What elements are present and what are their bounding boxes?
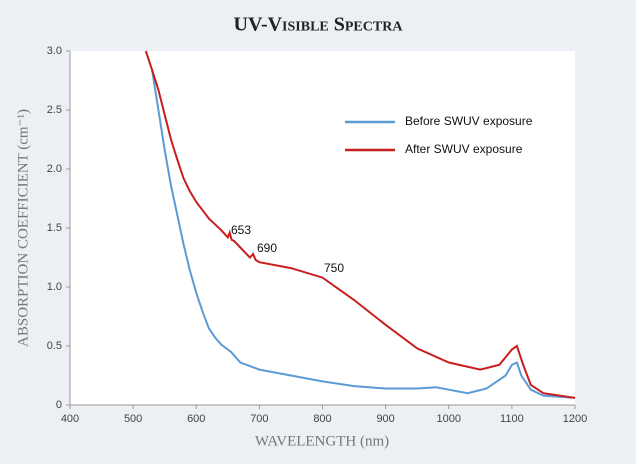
series-line xyxy=(151,69,576,399)
legend-label: Before SWUV exposure xyxy=(405,114,533,128)
y-tick-label: 0.5 xyxy=(47,340,62,352)
x-tick-label: 600 xyxy=(187,413,205,425)
annotation: 690 xyxy=(257,241,277,255)
x-tick-label: 900 xyxy=(376,413,394,425)
plot-area xyxy=(70,51,575,405)
x-tick-label: 1000 xyxy=(437,413,461,425)
y-tick-label: 1.5 xyxy=(47,222,62,234)
annotation: 653 xyxy=(231,223,251,237)
x-tick-label: 800 xyxy=(313,413,331,425)
y-axis-label: ABSORPTION COEFFICIENT (cm⁻¹) xyxy=(15,109,31,347)
y-tick-label: 3.0 xyxy=(47,45,62,57)
y-tick-label: 0 xyxy=(56,399,62,411)
legend-label: After SWUV exposure xyxy=(405,142,523,156)
annotation: 750 xyxy=(324,261,344,275)
y-tick-label: 2.5 xyxy=(47,104,62,116)
x-tick-label: 1100 xyxy=(500,413,524,425)
x-tick-label: 500 xyxy=(124,413,142,425)
x-tick-label: 1200 xyxy=(563,413,587,425)
y-tick-label: 1.0 xyxy=(47,281,62,293)
chart-title: UV-Visible Spectra xyxy=(234,14,404,36)
x-tick-label: 400 xyxy=(61,413,79,425)
series-line xyxy=(144,50,576,399)
x-tick-label: 700 xyxy=(250,413,268,425)
y-tick-label: 2.0 xyxy=(47,163,62,175)
x-axis-label: WAVELENGTH (nm) xyxy=(255,433,389,449)
